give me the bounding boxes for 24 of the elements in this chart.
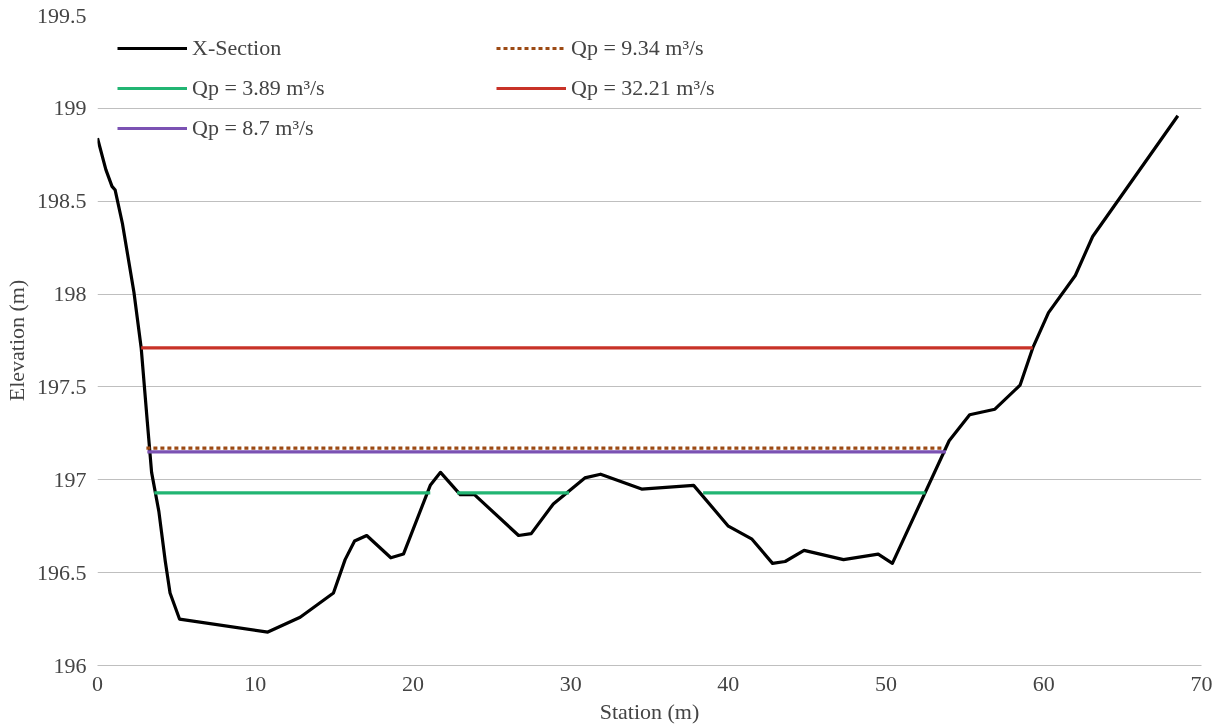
y-tick-label: 196 [53,652,87,678]
y-tick-label: 199.5 [37,2,87,28]
x-tick-label: 10 [244,670,267,696]
y-tick-label: 198.5 [37,188,87,214]
y-tick-label: 197 [53,466,87,492]
x-tick-label: 0 [92,670,103,696]
y-tick-label: 198 [53,281,87,307]
line-series [97,114,1180,634]
y-axis-title: Elevation (m) [4,279,29,402]
x-tick-label: 40 [717,670,740,696]
x-tick-label: 50 [875,670,898,696]
y-tick-label: 199 [53,95,87,121]
x-tick-label: 20 [401,670,424,696]
legend-label: Qp = 32.21 m³/s [571,75,716,101]
legend-label: Qp = 3.89 m³/s [192,75,326,101]
y-tick-label: 197.5 [37,373,87,399]
legend-label: Qp = 9.34 m³/s [571,35,705,61]
y-tick-label: 196.5 [37,559,87,585]
legend-label: X-Section [192,35,283,61]
legend-label: Qp = 8.7 m³/s [192,115,315,141]
x-tick-label: 30 [559,670,582,696]
x-axis-title: Station (m) [599,698,700,724]
x-tick-label: 60 [1032,670,1055,696]
x-tick-label: 70 [1190,670,1213,696]
